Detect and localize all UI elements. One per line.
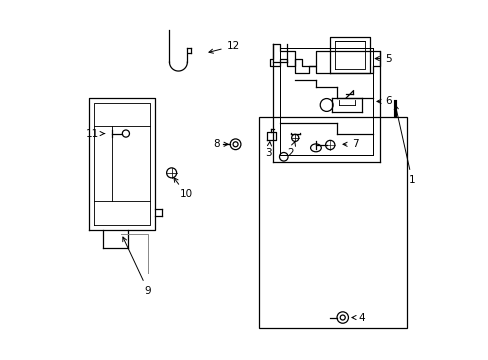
Bar [258,117,406,328]
Text: 6: 6 [376,96,391,107]
Text: 1: 1 [393,105,415,185]
Text: 7: 7 [342,139,358,149]
Text: 9: 9 [122,237,151,296]
Text: 5: 5 [374,54,391,64]
Text: 11: 11 [85,129,104,139]
Text: 12: 12 [208,41,240,53]
Text: 4: 4 [351,312,365,323]
Text: 3: 3 [265,142,271,158]
Text: 2: 2 [287,142,295,158]
Text: 10: 10 [174,178,192,199]
Text: 8: 8 [212,139,228,149]
